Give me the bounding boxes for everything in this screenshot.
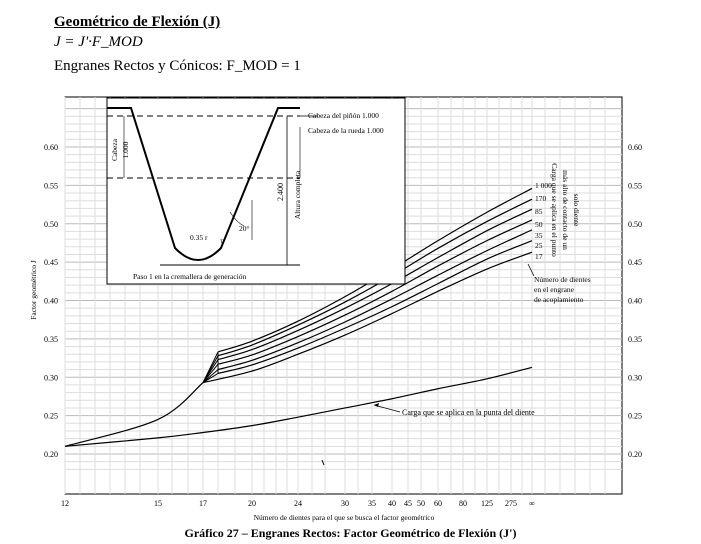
x-tick-label: 125 <box>481 499 493 508</box>
y-tick-label-right: 0.35 <box>628 335 642 344</box>
series-label: 25 <box>535 241 543 250</box>
angle-arc <box>229 211 245 227</box>
x-tick-label: 40 <box>388 499 396 508</box>
y-tick-label-left: 0.40 <box>44 297 58 306</box>
inset-pitch-note: Paso 1 en la cremallera de generación <box>133 272 247 281</box>
side-note-line: más alto de contacto de un <box>561 170 570 250</box>
y-tick-label-right: 0.60 <box>628 143 642 152</box>
subtitle: Engranes Rectos y Cónicos: F_MOD = 1 <box>54 58 301 74</box>
series-line-5 <box>217 240 533 374</box>
legend-pointer <box>527 263 535 277</box>
inset-depth-value: 2.400 <box>276 183 285 201</box>
page-title: Geométrico de Flexión (J) <box>54 14 221 30</box>
series-label: 1 000 <box>535 181 552 190</box>
x-tick-label: 35 <box>368 499 376 508</box>
y-tick-label-left: 0.50 <box>44 220 58 229</box>
x-tick-label: 15 <box>154 499 162 508</box>
y-tick-label-left: 0.20 <box>44 450 58 459</box>
inset-addendum-label: Cabeza <box>110 138 119 161</box>
x-tick-label: ∞ <box>529 499 535 508</box>
tip-load-label: Carga que se aplica en la punta del dien… <box>402 408 535 417</box>
series-label: 17 <box>535 252 543 261</box>
tip-load-arrow <box>373 404 401 413</box>
stray-mark <box>321 459 325 466</box>
y-tick-label-left: 0.35 <box>44 335 58 344</box>
series-line-2 <box>217 208 533 361</box>
legend-title-line: de acoplamiento <box>534 295 584 304</box>
x-tick-label: 20 <box>248 499 256 508</box>
y-tick-label-left: 0.60 <box>44 143 58 152</box>
x-tick-label: 275 <box>505 499 517 508</box>
legend-title-line: en el engrane <box>534 285 575 294</box>
series-line-3 <box>217 219 533 365</box>
formula: J = J'·F_MOD <box>54 34 143 50</box>
chart-caption: Gráfico 27 – Engranes Rectos: Factor Geo… <box>184 526 517 540</box>
series-join-4 <box>202 369 219 383</box>
x-tick-label: 17 <box>199 499 207 508</box>
series-line-8 <box>64 382 204 447</box>
y-tick-label-left: 0.25 <box>44 412 58 421</box>
y-tick-label-right: 0.45 <box>628 258 642 267</box>
x-tick-label: 30 <box>341 499 349 508</box>
x-tick-label: 80 <box>459 499 467 508</box>
y-tick-label-left: 0.45 <box>44 258 58 267</box>
rack-profile <box>107 107 300 261</box>
y-tick-label-right: 0.25 <box>628 412 642 421</box>
y-tick-label-left: 0.55 <box>44 181 58 190</box>
series-join-5 <box>202 372 219 384</box>
inset-addendum-value: 1.000 <box>121 141 130 158</box>
series-label: 85 <box>535 207 543 216</box>
y-tick-label-right: 0.20 <box>628 450 642 459</box>
y-tick-label-right: 0.50 <box>628 220 642 229</box>
inset-depth-label: Altura completa <box>293 170 302 219</box>
inset-fillet-sub: T <box>220 239 224 245</box>
side-note-line: solo diente <box>572 194 581 227</box>
legend-title-line: Número de dientes <box>534 275 591 284</box>
x-tick-label: 24 <box>294 499 302 508</box>
side-note-line: Carga que se aplica en el punto <box>550 163 559 257</box>
y-axis-label: Factor geométrico J <box>29 260 38 320</box>
series-line-4 <box>217 229 533 371</box>
inset-gear-label: Cabeza de la rueda 1.000 <box>308 126 384 135</box>
x-tick-label: 60 <box>434 499 442 508</box>
x-tick-label: 50 <box>417 499 425 508</box>
series-label: 50 <box>535 220 543 229</box>
series-label: 35 <box>535 231 543 240</box>
series-line-1 <box>217 198 533 357</box>
y-tick-label-right: 0.55 <box>628 181 642 190</box>
inset-fillet-label: 0.35 r <box>190 233 208 242</box>
x-tick-label: 12 <box>61 499 69 508</box>
series-join-3 <box>202 363 219 383</box>
inset-pinion-label: Cabeza del piñón 1.000 <box>308 111 379 120</box>
series-line-6 <box>202 251 533 384</box>
series-line-7 <box>64 366 533 447</box>
series-label: 170 <box>535 194 547 203</box>
y-tick-label-right: 0.40 <box>628 297 642 306</box>
inset-angle-label: 20° <box>239 224 250 233</box>
x-axis-label: Número de dientes para el que se busca e… <box>254 513 435 522</box>
tip-load-arrowhead <box>374 403 379 407</box>
y-tick-label-left: 0.30 <box>44 373 58 382</box>
y-tick-label-right: 0.30 <box>628 373 642 382</box>
x-tick-label: 45 <box>404 499 412 508</box>
